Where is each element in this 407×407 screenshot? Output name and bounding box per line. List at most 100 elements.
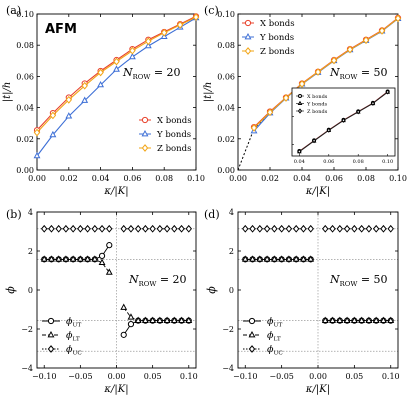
data-point — [321, 316, 329, 323]
data-point — [307, 255, 315, 262]
data-point — [346, 45, 354, 54]
data-point — [149, 316, 157, 323]
x-tick-label: 0.10 — [187, 174, 205, 183]
data-point — [127, 313, 135, 320]
inset-legend-marker — [298, 94, 302, 98]
data-point — [185, 224, 193, 233]
y-tick-label: −4 — [222, 364, 234, 373]
afm-label: AFM — [45, 22, 77, 37]
inset-point — [356, 109, 361, 115]
data-point — [270, 255, 278, 262]
data-point — [365, 316, 373, 323]
y-tick-label: 4 — [229, 208, 234, 217]
data-point — [91, 224, 99, 233]
inset-point — [341, 117, 346, 123]
data-point — [55, 224, 62, 233]
y-tick-label: 0.08 — [217, 41, 235, 50]
data-point — [278, 224, 285, 233]
y-tick-label: −4 — [21, 364, 33, 373]
legend-marker — [47, 330, 55, 338]
series-line-2 — [123, 307, 189, 322]
data-point — [77, 224, 84, 233]
x-tick-label: 0.02 — [60, 174, 78, 183]
legend-marker — [141, 144, 149, 152]
data-point — [48, 255, 55, 262]
data-point — [156, 316, 164, 323]
data-point — [98, 258, 106, 266]
data-point — [33, 128, 41, 137]
data-point — [127, 321, 135, 328]
y-axis-label: ϕ — [4, 286, 17, 294]
data-point — [145, 37, 152, 46]
nrow-label: NROW = 50 — [329, 273, 388, 288]
data-point — [163, 224, 171, 233]
inset-point — [311, 138, 317, 144]
data-point — [380, 224, 387, 233]
data-point — [134, 224, 142, 233]
y-tick-label: 0 — [28, 286, 33, 295]
inset-legend-marker — [297, 100, 303, 106]
panel-label: (c) — [204, 4, 219, 17]
x-tick-label: 0.06 — [325, 174, 343, 183]
data-point — [343, 224, 351, 233]
y-tick-label: 0.02 — [217, 135, 235, 144]
data-point — [322, 224, 329, 233]
x-tick-label: −0.05 — [269, 372, 294, 381]
legend-marker — [141, 129, 149, 137]
x-axis-label: κ/|K| — [305, 384, 330, 395]
data-point — [134, 316, 142, 323]
legend-label: ϕLT — [267, 330, 281, 342]
data-point — [292, 255, 300, 262]
data-point — [350, 316, 358, 323]
legend-marker — [244, 32, 252, 40]
inset-legend-label: X bonds — [307, 94, 328, 100]
data-point — [69, 224, 77, 233]
data-point — [266, 108, 274, 117]
inset-point — [326, 127, 331, 133]
data-point — [285, 255, 293, 262]
legend-marker — [248, 330, 256, 338]
data-point — [249, 255, 256, 262]
inset-x-tick-label: 0.08 — [353, 159, 364, 165]
data-point — [285, 224, 293, 233]
data-point — [336, 224, 344, 233]
y-axis-label: |t|/h — [203, 82, 214, 103]
data-point — [84, 224, 91, 233]
inset-legend-marker — [297, 108, 303, 114]
data-point — [62, 255, 70, 262]
inset-x-tick-label: 0.10 — [382, 159, 393, 165]
data-point — [300, 224, 307, 233]
legend-marker — [244, 47, 252, 55]
data-point — [141, 316, 149, 323]
x-tick-label: 0.05 — [144, 372, 162, 381]
data-point — [163, 316, 171, 323]
data-point — [263, 224, 271, 233]
data-point — [171, 224, 178, 233]
data-point — [113, 65, 120, 72]
x-tick-label: 0.08 — [357, 174, 375, 183]
data-point — [380, 316, 387, 323]
x-tick-label: 0.06 — [123, 174, 141, 183]
y-tick-label: 2 — [28, 247, 33, 256]
data-point — [156, 224, 164, 233]
plot-frame — [237, 13, 399, 171]
data-point — [97, 80, 105, 88]
data-point — [176, 21, 184, 29]
data-point — [40, 255, 48, 262]
y-tick-label: 0.10 — [16, 10, 34, 19]
legend-label: X bonds — [157, 116, 192, 126]
x-tick-label: 0.00 — [28, 174, 46, 183]
y-tick-label: −2 — [222, 325, 234, 334]
x-axis-label: κ/|K| — [103, 384, 128, 395]
data-point — [362, 36, 370, 45]
legend-marker — [47, 345, 55, 353]
y-tick-label: 2 — [229, 247, 234, 256]
y-tick-label: −2 — [21, 325, 33, 334]
x-tick-label: 0.04 — [92, 174, 110, 183]
x-tick-label: 0.10 — [382, 372, 400, 381]
data-point — [98, 224, 106, 233]
data-point — [300, 255, 307, 262]
data-point — [358, 224, 365, 233]
data-point — [49, 130, 57, 138]
data-point — [160, 28, 168, 37]
